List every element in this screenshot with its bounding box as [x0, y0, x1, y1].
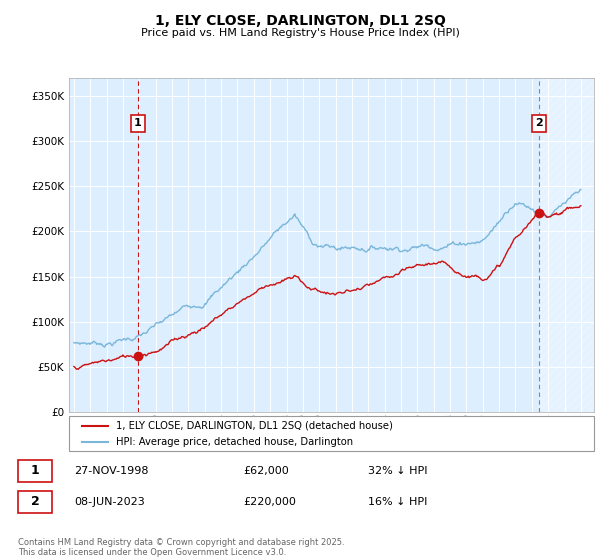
Bar — [539, 78, 594, 412]
Text: Price paid vs. HM Land Registry's House Price Index (HPI): Price paid vs. HM Land Registry's House … — [140, 28, 460, 38]
Bar — [18, 491, 52, 512]
Text: 32% ↓ HPI: 32% ↓ HPI — [368, 466, 427, 476]
Text: 27-NOV-1998: 27-NOV-1998 — [74, 466, 149, 476]
Text: 16% ↓ HPI: 16% ↓ HPI — [368, 497, 427, 507]
Text: 08-JUN-2023: 08-JUN-2023 — [74, 497, 145, 507]
Text: 2: 2 — [31, 495, 39, 508]
Text: Contains HM Land Registry data © Crown copyright and database right 2025.
This d: Contains HM Land Registry data © Crown c… — [18, 538, 344, 557]
Text: £220,000: £220,000 — [244, 497, 296, 507]
Text: £62,000: £62,000 — [244, 466, 289, 476]
Text: 2: 2 — [535, 118, 543, 128]
Bar — [18, 460, 52, 482]
Text: 1, ELY CLOSE, DARLINGTON, DL1 2SQ: 1, ELY CLOSE, DARLINGTON, DL1 2SQ — [155, 14, 445, 28]
Text: 1: 1 — [134, 118, 142, 128]
Text: HPI: Average price, detached house, Darlington: HPI: Average price, detached house, Darl… — [116, 437, 353, 447]
Text: 1: 1 — [31, 464, 39, 478]
Text: 1, ELY CLOSE, DARLINGTON, DL1 2SQ (detached house): 1, ELY CLOSE, DARLINGTON, DL1 2SQ (detac… — [116, 421, 393, 431]
